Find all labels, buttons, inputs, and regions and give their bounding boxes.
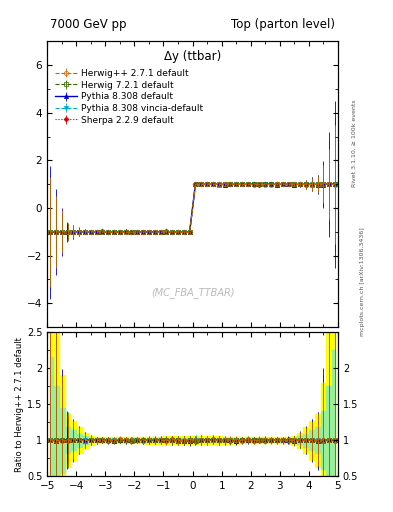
Text: Top (parton level): Top (parton level) (231, 18, 335, 31)
Text: mcplots.cern.ch [arXiv:1306.3436]: mcplots.cern.ch [arXiv:1306.3436] (360, 227, 365, 336)
Legend: Herwig++ 2.7.1 default, Herwig 7.2.1 default, Pythia 8.308 default, Pythia 8.308: Herwig++ 2.7.1 default, Herwig 7.2.1 def… (55, 69, 203, 124)
Text: Rivet 3.1.10, ≥ 100k events: Rivet 3.1.10, ≥ 100k events (352, 99, 357, 187)
Text: 7000 GeV pp: 7000 GeV pp (50, 18, 127, 31)
Y-axis label: Ratio to Herwig++ 2.7.1 default: Ratio to Herwig++ 2.7.1 default (15, 337, 24, 472)
Text: (MC_FBA_TTBAR): (MC_FBA_TTBAR) (151, 287, 234, 298)
Text: Δy (ttbar): Δy (ttbar) (164, 50, 221, 63)
